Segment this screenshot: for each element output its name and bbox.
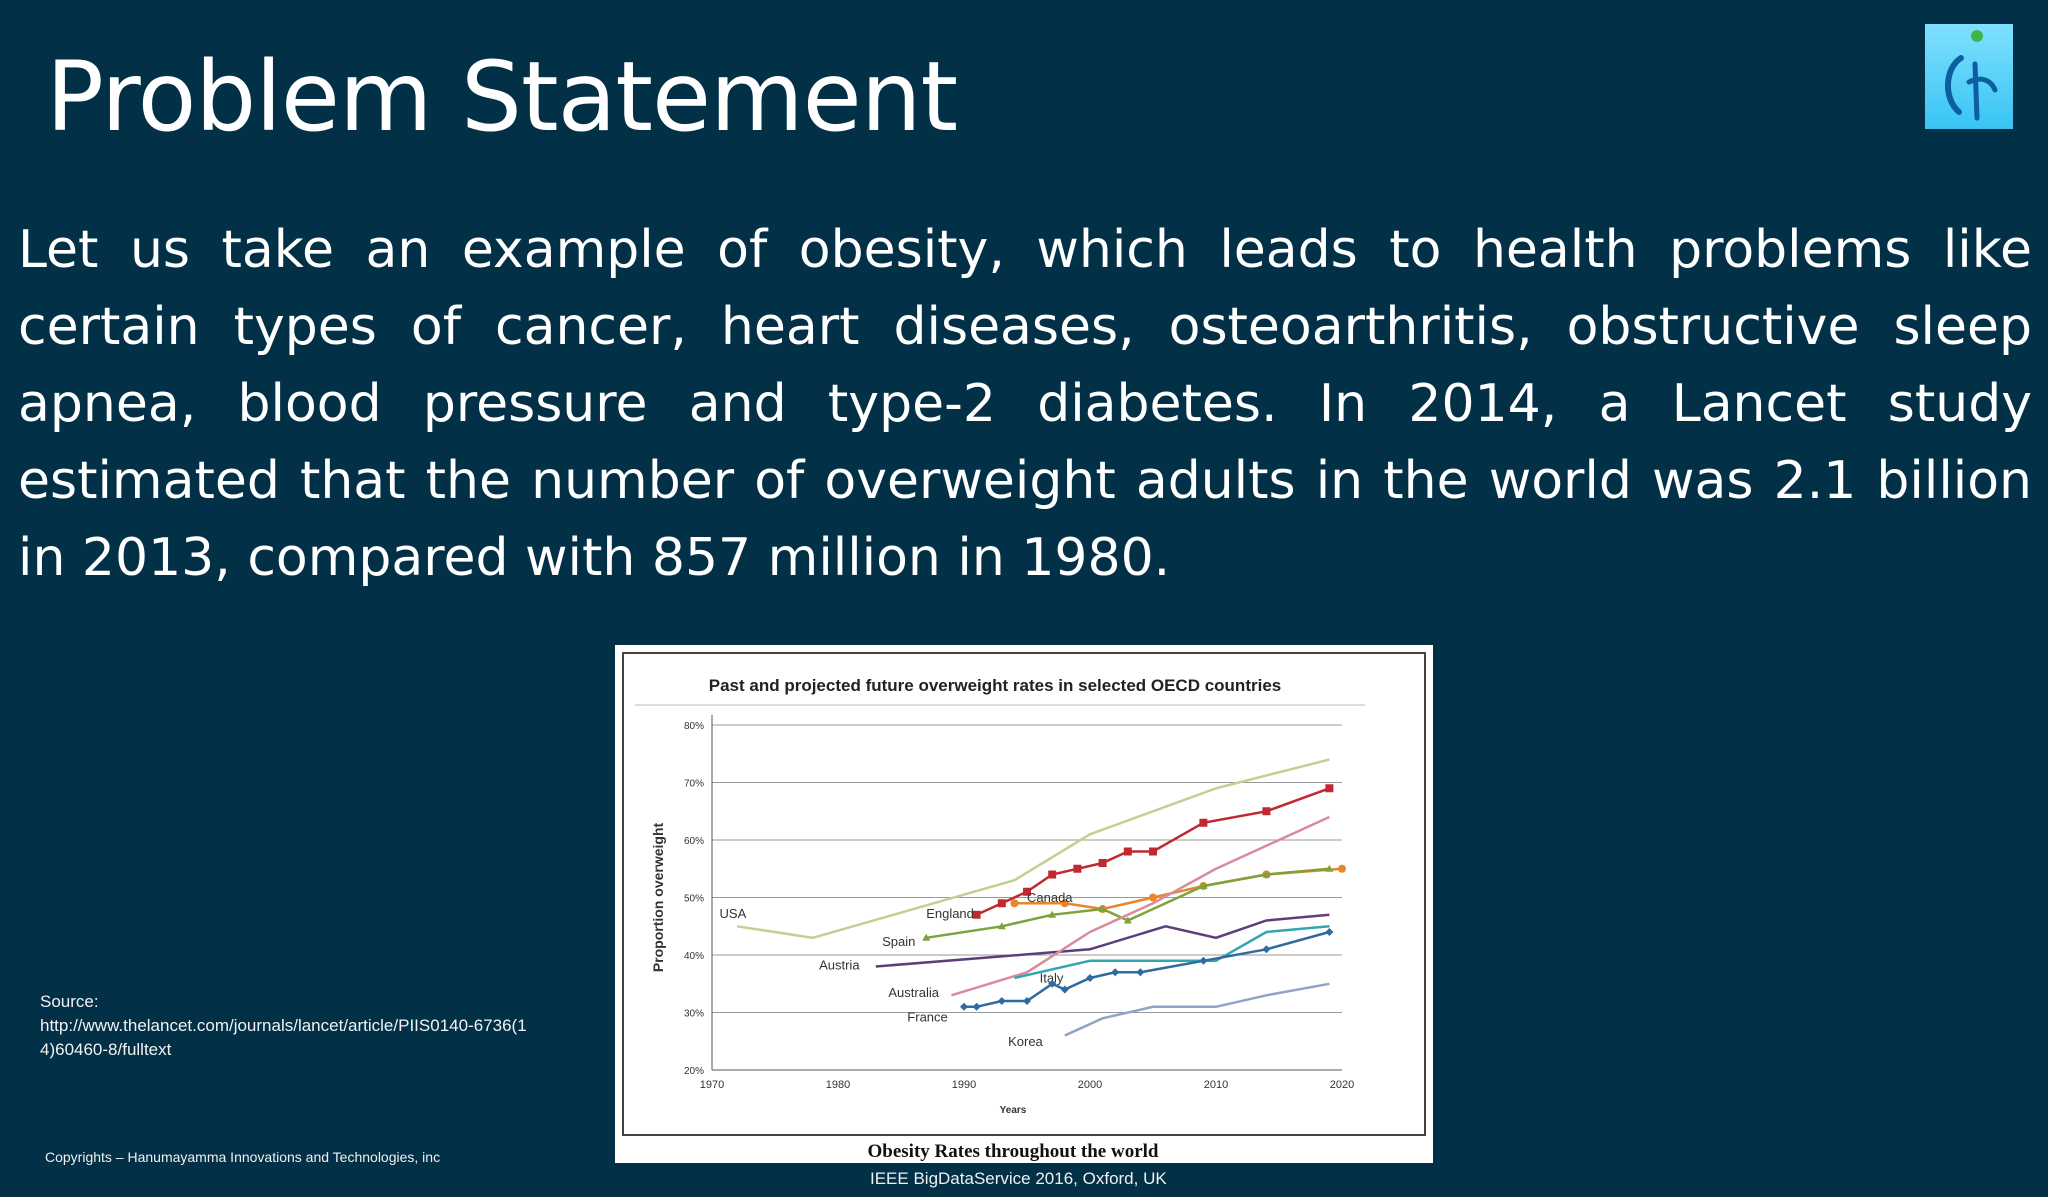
- series-line-spain: [926, 867, 1330, 940]
- data-point-france: [1111, 968, 1120, 977]
- data-point-canada: [1149, 893, 1157, 902]
- data-point-spain: [1048, 910, 1057, 918]
- data-point-france: [1023, 997, 1031, 1005]
- data-point-spain: [1262, 870, 1271, 878]
- data-point-england: [1199, 818, 1208, 827]
- series-label-italy: Italy: [1040, 971, 1064, 986]
- x-axis-label: Years: [1000, 1105, 1027, 1116]
- x-tick-label: 1980: [826, 1079, 850, 1091]
- series-label-korea: Korea: [1008, 1034, 1043, 1049]
- data-point-france: [1325, 928, 1334, 936]
- series-line-australia: [951, 815, 1330, 997]
- data-point-england: [1262, 807, 1271, 816]
- data-point-france: [1048, 979, 1057, 988]
- series-line-italy: [1014, 925, 1330, 980]
- data-point-spain: [1123, 916, 1132, 924]
- slide-title: Problem Statement: [46, 41, 958, 153]
- copyright-text: Copyrights – Hanumayamma Innovations and…: [45, 1149, 441, 1165]
- data-point-france: [1136, 968, 1145, 977]
- data-point-england: [1048, 870, 1057, 879]
- data-point-england: [997, 899, 1006, 908]
- data-point-spain: [922, 933, 931, 941]
- data-point-canada: [1010, 899, 1019, 908]
- series-line-austria: [875, 913, 1330, 968]
- data-point-canada: [1060, 899, 1069, 908]
- series-label-austria: Austria: [819, 957, 860, 972]
- data-point-england: [1123, 847, 1132, 856]
- series-line-usa: [737, 758, 1330, 940]
- data-point-england: [972, 910, 981, 919]
- conference-footer: IEEE BigDataService 2016, Oxford, UK: [870, 1169, 1167, 1188]
- obesity-chart-figure: Past and projected future overweight rat…: [615, 645, 1433, 1163]
- chart-frame: [622, 652, 1426, 1136]
- y-tick-label: 20%: [684, 1066, 704, 1077]
- y-axis-label: Proportion overweight: [650, 822, 666, 972]
- series-label-spain: Spain: [882, 934, 915, 949]
- x-tick-label: 2010: [1204, 1079, 1228, 1091]
- series-line-france: [964, 930, 1330, 1009]
- y-tick-label: 40%: [684, 951, 704, 962]
- y-tick-label: 70%: [684, 779, 704, 790]
- series-label-france: France: [907, 1010, 947, 1025]
- data-point-france: [1060, 985, 1069, 994]
- x-tick-label: 1990: [952, 1079, 976, 1091]
- y-tick-label: 80%: [684, 721, 704, 732]
- data-point-canada: [1338, 864, 1346, 873]
- data-point-spain: [1325, 864, 1334, 872]
- data-point-england: [1073, 864, 1082, 873]
- series-label-usa: USA: [720, 906, 747, 921]
- data-point-spain: [1199, 882, 1208, 889]
- data-point-france: [1199, 956, 1208, 965]
- y-tick-label: 50%: [684, 894, 704, 905]
- slide-body-text: Let us take an example of obesity, which…: [18, 220, 2032, 588]
- series-label-australia: Australia: [888, 985, 939, 1000]
- chart-caption: Obesity Rates throughout the world: [868, 1141, 1159, 1162]
- series-label-england: England: [926, 906, 974, 921]
- data-point-england: [1023, 887, 1031, 896]
- data-point-spain: [1098, 905, 1107, 912]
- data-point-spain: [997, 922, 1006, 930]
- x-tick-label: 2000: [1078, 1079, 1102, 1091]
- y-tick-label: 60%: [684, 836, 704, 847]
- x-tick-label: 2020: [1330, 1079, 1354, 1091]
- data-point-england: [1149, 847, 1157, 856]
- source-url: http://www.thelancet.com/journals/lancet…: [40, 1016, 527, 1059]
- data-point-france: [1086, 974, 1094, 982]
- data-point-france: [997, 997, 1006, 1005]
- data-point-france: [972, 1002, 981, 1011]
- source-note: Source: http://www.thelancet.com/journal…: [40, 990, 600, 1062]
- y-tick-label: 30%: [684, 1009, 704, 1020]
- x-tick-label: 1970: [700, 1079, 724, 1091]
- hanumayamma-logo-icon: [1925, 24, 2013, 129]
- series-label-canada: Canada: [1027, 890, 1073, 905]
- overweight-rates-chart: Past and projected future overweight rat…: [622, 652, 1426, 1162]
- data-point-france: [1262, 945, 1271, 954]
- data-point-england: [1325, 784, 1334, 793]
- series-line-korea: [1064, 982, 1330, 1037]
- data-point-england: [1098, 859, 1107, 867]
- source-label: Source:: [40, 992, 99, 1011]
- data-point-france: [960, 1002, 968, 1011]
- chart-title: Past and projected future overweight rat…: [709, 676, 1281, 695]
